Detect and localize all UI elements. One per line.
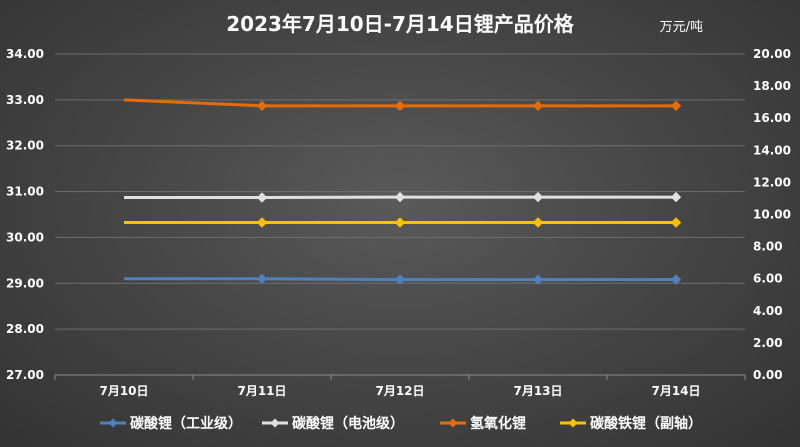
y-right-tick-label: 14.00 [753,143,791,157]
gridlines [55,53,745,330]
legend-item: 碳酸锂（工业级） [100,415,242,432]
legend-marker [448,418,458,428]
x-tick-label: 7月14日 [651,384,700,398]
legend-marker [270,418,280,428]
series-lines [123,98,682,285]
data-point-marker [256,100,268,112]
y-right-tick-label: 4.00 [753,304,783,318]
legend-item: 氢氧化锂 [440,415,526,432]
y-right-tick-label: 18.00 [753,79,791,93]
data-point-marker [670,274,682,285]
data-point-marker [394,217,406,228]
y-right-tick-label: 8.00 [753,240,783,254]
legend-label: 碳酸锂（工业级） [130,415,242,432]
legend-label: 碳酸锂（电池级） [292,415,404,432]
x-tick-label: 7月13日 [513,384,562,398]
y-left-tick-label: 30.00 [6,230,44,244]
y-right-tick-label: 10.00 [753,208,791,222]
data-point-marker [670,100,682,112]
legend-item: 碳酸锂（电池级） [262,415,404,432]
y-right-tick-label: 16.00 [753,111,791,125]
y-left-tick-label: 31.00 [6,185,44,199]
y-left-tick-label: 28.00 [6,322,44,336]
y-right-tick-label: 2.00 [753,336,783,350]
series-0 [124,273,682,285]
x-tick-label: 7月11日 [237,384,286,398]
data-point-marker [394,274,406,285]
y-right-tick-label: 0.00 [753,368,783,382]
y-left-tick-label: 33.00 [6,93,44,107]
chart-title: 2023年7月10日-7月14日锂产品价格 [226,12,574,36]
y-left-tick-label: 29.00 [6,276,44,290]
data-point-marker [670,217,682,228]
series-2 [123,98,682,112]
y-left-tick-label: 34.00 [6,47,44,61]
unit-label: 万元/吨 [660,20,703,35]
x-tick-label: 7月12日 [375,384,424,398]
data-point-marker [256,192,268,203]
data-point-marker [670,191,682,203]
legend-label: 氢氧化锂 [470,415,526,432]
data-point-marker [532,274,544,285]
y-right-tick-label: 6.00 [753,272,783,286]
y-right-tick-label: 12.00 [753,175,791,189]
legend-item: 碳酸铁锂（副轴） [560,415,702,432]
legend-marker [108,418,118,428]
data-point-marker [532,217,544,228]
data-point-marker [532,191,544,203]
legend-marker [568,418,578,428]
y-right-tick-label: 20.00 [753,47,791,61]
series-1 [124,191,682,203]
x-tick-label: 7月10日 [99,384,148,398]
data-point-marker [394,100,406,112]
y-left-tick-label: 27.00 [6,368,44,382]
y-left-tick-label: 32.00 [6,139,44,153]
series-3 [124,217,682,228]
axes: 27.00 28.00 29.00 30.00 31.00 32.00 33.00 34.00… [6,47,791,398]
legend: 碳酸锂（工业级） 碳酸锂（电池级） 氢氧化锂 碳酸铁锂（副轴） [100,415,702,432]
data-point-marker [256,217,268,228]
legend-label: 碳酸铁锂（副轴） [590,415,702,432]
data-point-marker [532,100,544,112]
data-point-marker [394,191,406,203]
data-point-marker [256,273,268,284]
